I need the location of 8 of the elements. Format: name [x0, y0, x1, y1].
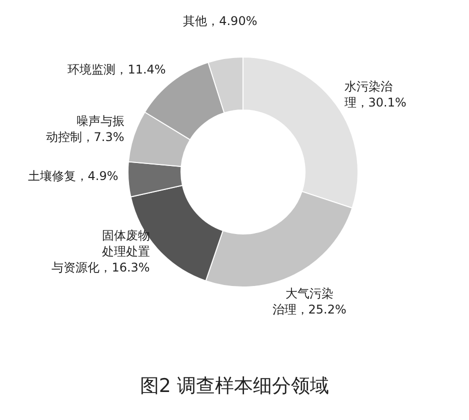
slice-label: 大气污染治理，25.2%: [272, 286, 346, 316]
slice-label: 其他，4.90%: [183, 14, 258, 28]
slice-label: 土壤修复，4.9%: [28, 169, 118, 184]
slice-label: 固体废物处理处置与资源化，16.3%: [52, 228, 150, 274]
slice-label: 环境监测，11.4%: [68, 62, 166, 77]
slice-label: 噪声与振动控制，7.3%: [46, 114, 124, 144]
text: 图2 调查样本细分领域: [140, 375, 330, 397]
slice-label: 水污染治理，30.1%: [344, 80, 406, 110]
